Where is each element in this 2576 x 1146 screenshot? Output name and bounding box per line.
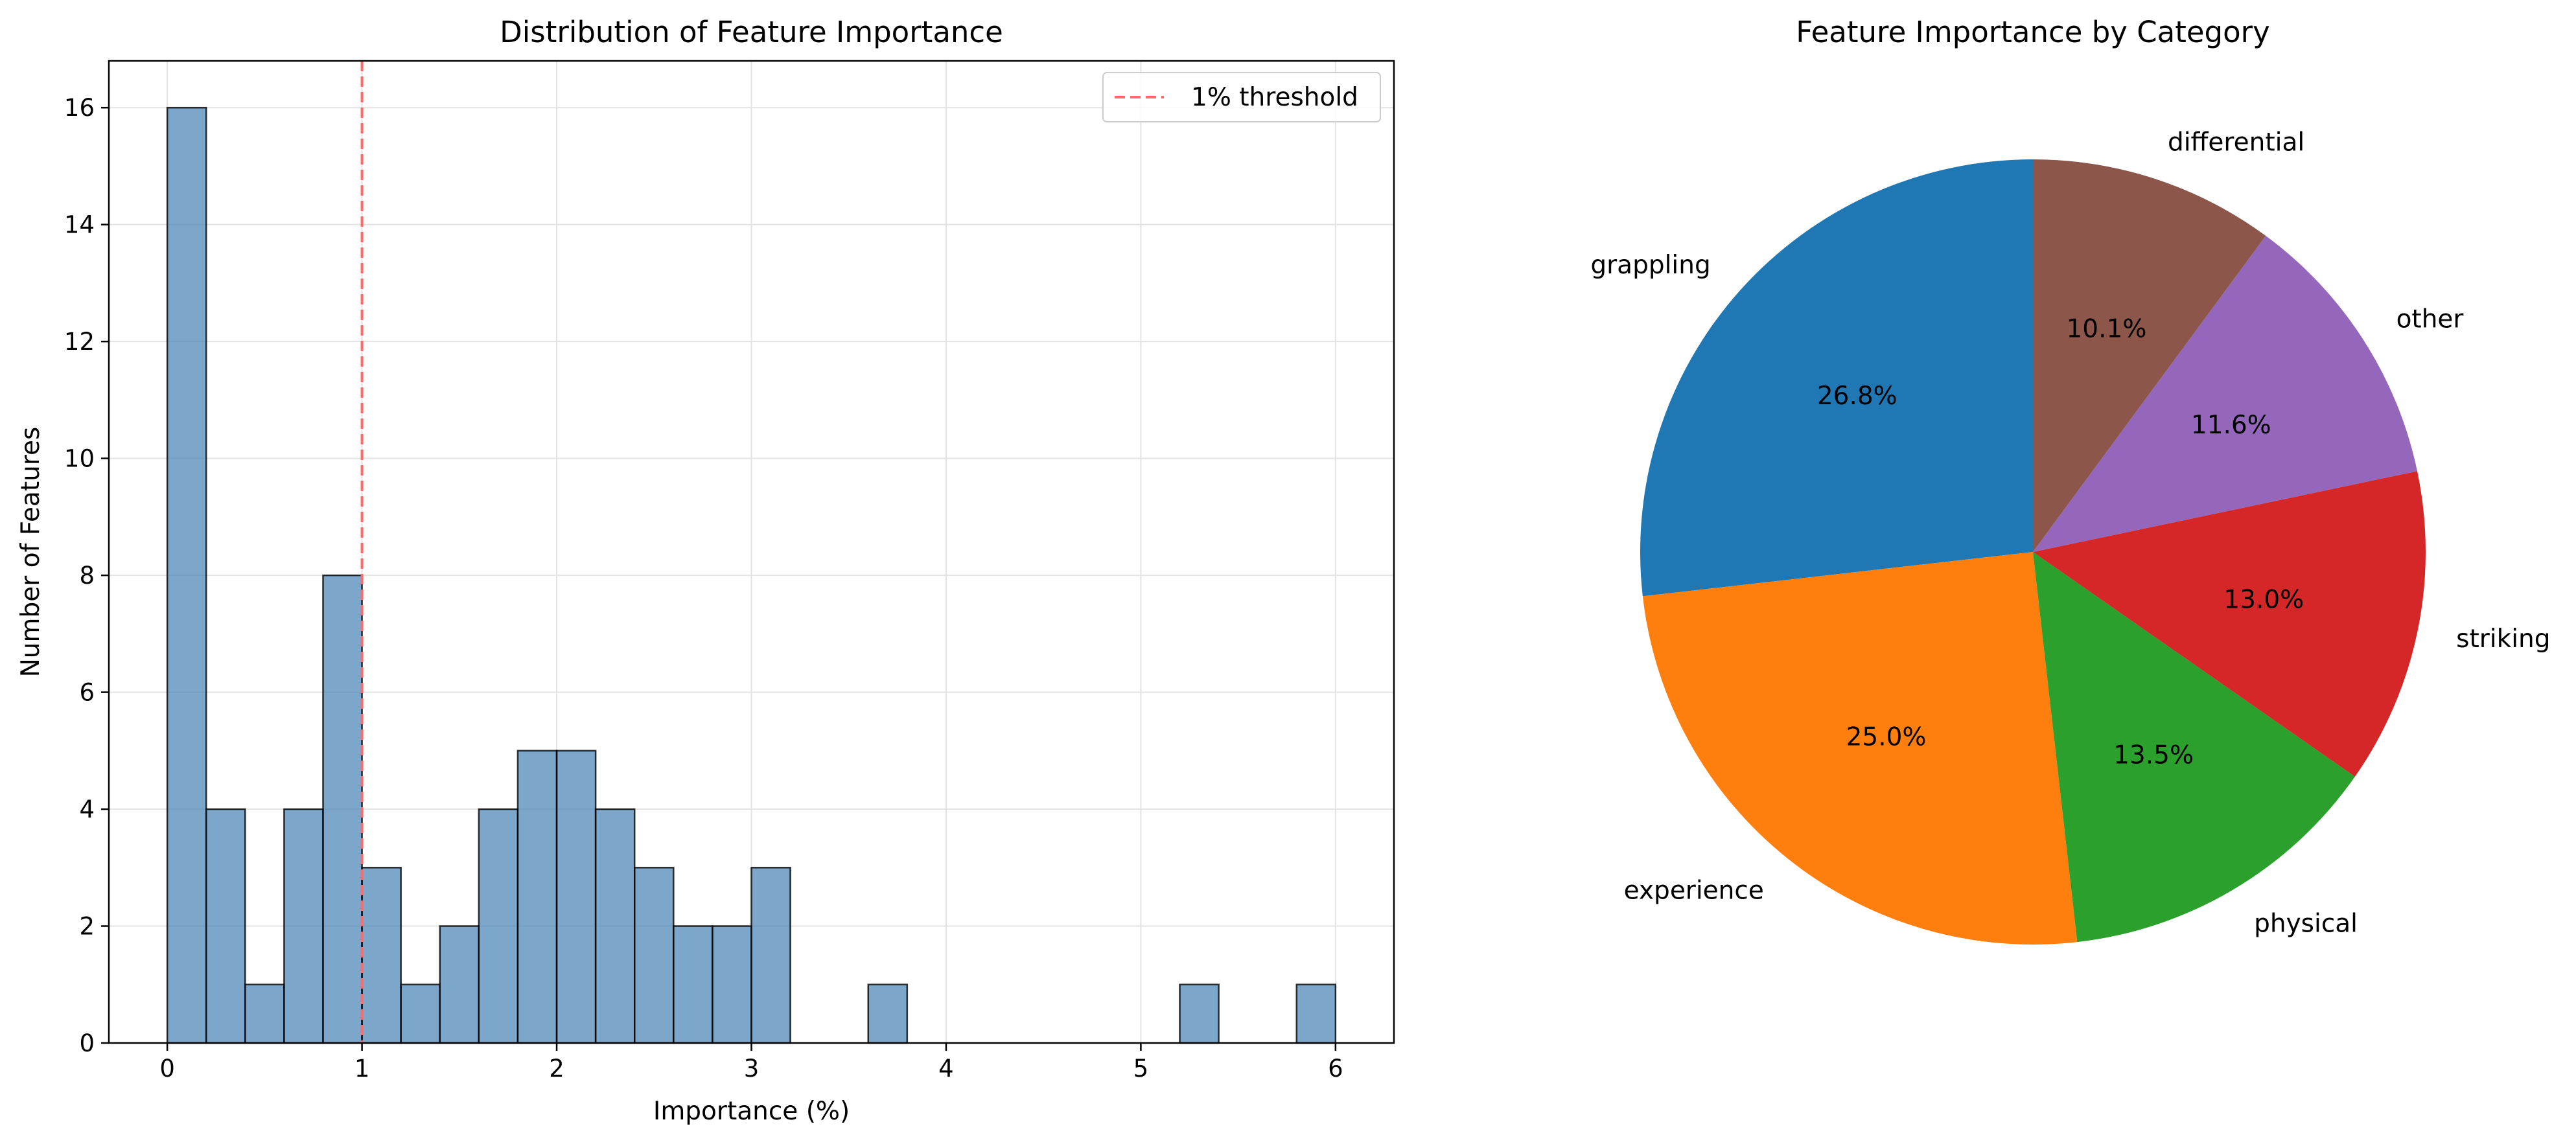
histogram-bars [166, 106, 1337, 1044]
pie-slice-differential [2033, 159, 2266, 552]
histogram-x-ticks: 0 1 2 3 4 5 6 [159, 1043, 1343, 1083]
x-tick-label: 4 [938, 1055, 954, 1083]
histogram-bar [244, 983, 285, 1044]
x-tick-label: 5 [1133, 1055, 1149, 1083]
legend-box [1102, 72, 1381, 122]
histogram-title: Distribution of Feature Importance [500, 15, 1003, 49]
pie-slice-grappling [1640, 159, 2033, 597]
histogram-bar [439, 925, 480, 1044]
pie-title: Feature Importance by Category [1796, 15, 2270, 49]
x-tick-label: 0 [159, 1055, 175, 1083]
histogram-bar [555, 750, 597, 1044]
y-tick-label: 12 [64, 328, 95, 356]
histogram-bar [361, 867, 402, 1044]
y-tick-label: 14 [64, 211, 95, 239]
x-tick-label: 2 [549, 1055, 564, 1083]
histogram-bar [400, 983, 441, 1044]
pie-slice-experience [1642, 552, 2078, 945]
histogram-bar [673, 925, 714, 1044]
histogram-bar [283, 808, 324, 1044]
histogram-bar [750, 867, 791, 1044]
pie-label-grappling: grappling [1590, 251, 1710, 280]
histogram-bar [594, 808, 636, 1044]
pie-slice-striking [2033, 471, 2426, 777]
histogram-bar [478, 808, 519, 1044]
pie-label-differential: differential [2168, 128, 2304, 157]
y-tick-label: 6 [79, 679, 95, 707]
histogram-bar [1179, 983, 1220, 1044]
y-tick-label: 16 [64, 94, 95, 122]
pie-slice-physical [2033, 552, 2355, 943]
y-tick-label: 2 [79, 913, 95, 941]
histogram-bar [166, 106, 207, 1044]
histogram-bar [633, 867, 675, 1044]
histogram-x-axis-label: Importance (%) [653, 1097, 850, 1126]
pie-labels: grappling 26.8% experience 25.0% physical 13.… [1590, 128, 2550, 939]
pie-percent-grappling: 26.8% [1817, 382, 1897, 411]
pie-label-experience: experience [1624, 877, 1764, 906]
histogram-y-axis-label: Number of Features [16, 427, 45, 678]
pie-percent-physical: 13.5% [2113, 740, 2194, 770]
y-tick-label: 4 [79, 796, 95, 823]
pie-percent-differential: 10.1% [2066, 315, 2146, 344]
histogram-y-ticks: 0 2 4 6 8 10 12 14 16 [64, 94, 109, 1057]
histogram-legend: 1% threshold [1102, 72, 1381, 122]
y-tick-label: 0 [79, 1029, 95, 1057]
x-tick-label: 3 [744, 1055, 760, 1083]
histogram-bar [322, 574, 363, 1044]
pie-label-striking: striking [2456, 625, 2550, 654]
pie-slice-other [2033, 235, 2418, 552]
x-tick-label: 6 [1328, 1055, 1343, 1083]
histogram-bar [1295, 983, 1337, 1044]
histogram-bar [205, 808, 246, 1044]
pie-panel: Feature Importance by Category grappling… [1590, 15, 2551, 945]
pie-slices [1640, 159, 2426, 945]
legend-threshold-label: 1% threshold [1191, 83, 1358, 112]
pie-percent-experience: 25.0% [1846, 722, 1927, 751]
pie-label-other: other [2396, 304, 2465, 334]
pie-label-physical: physical [2254, 910, 2358, 939]
histogram-bar [867, 983, 909, 1044]
y-tick-label: 10 [64, 445, 95, 473]
x-tick-label: 1 [354, 1055, 370, 1083]
y-tick-label: 8 [79, 562, 95, 590]
pie-percent-other: 11.6% [2191, 411, 2271, 440]
pie-percent-striking: 13.0% [2223, 586, 2304, 615]
histogram-bar [516, 750, 558, 1044]
histogram-bar [712, 925, 752, 1044]
